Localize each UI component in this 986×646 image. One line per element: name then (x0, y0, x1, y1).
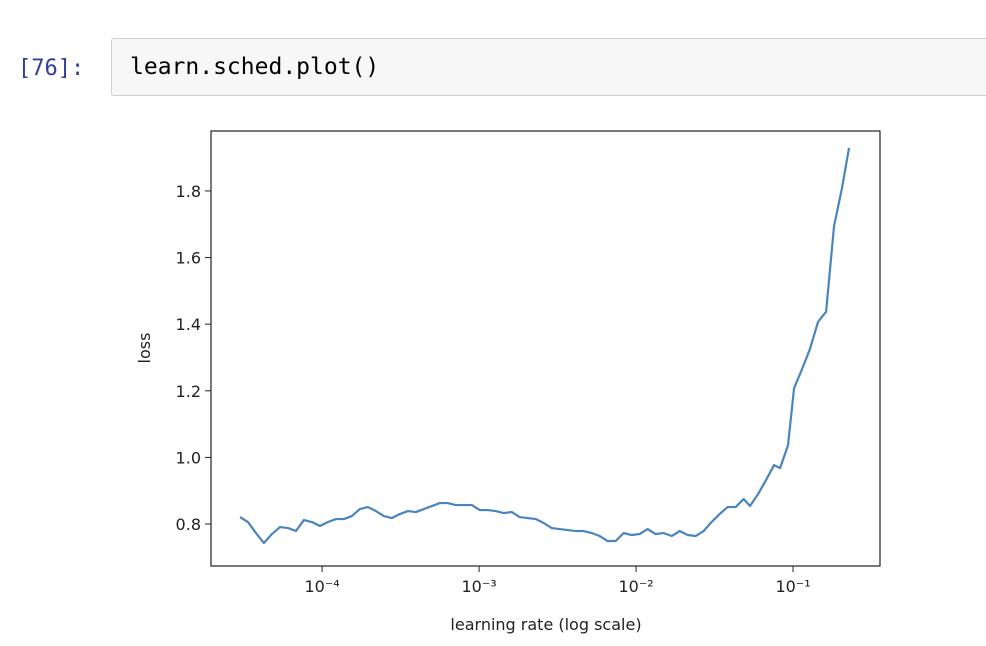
y-tick-label: 0.8 (176, 515, 201, 534)
y-axis-label: loss (135, 333, 154, 364)
x-tick-label: 10⁻¹ (775, 577, 810, 596)
code-text[interactable]: learn.sched.plot() (130, 54, 380, 80)
loss-line (239, 147, 851, 545)
x-axis-label: learning rate (log scale) (450, 615, 641, 634)
y-tick-label: 1.4 (176, 315, 201, 334)
y-tick-label: 1.2 (176, 382, 201, 401)
x-tick-label: 10⁻⁴ (304, 577, 339, 596)
y-tick-label: 1.8 (176, 182, 201, 201)
cell-prompt: [76]: (18, 56, 85, 81)
plot-frame (210, 130, 881, 567)
y-tick-label: 1.6 (176, 249, 201, 268)
x-tick-label: 10⁻² (618, 577, 653, 596)
x-tick-label: 10⁻³ (461, 577, 496, 596)
code-input[interactable]: learn.sched.plot() (111, 38, 986, 96)
y-tick-label: 1.0 (176, 448, 201, 467)
